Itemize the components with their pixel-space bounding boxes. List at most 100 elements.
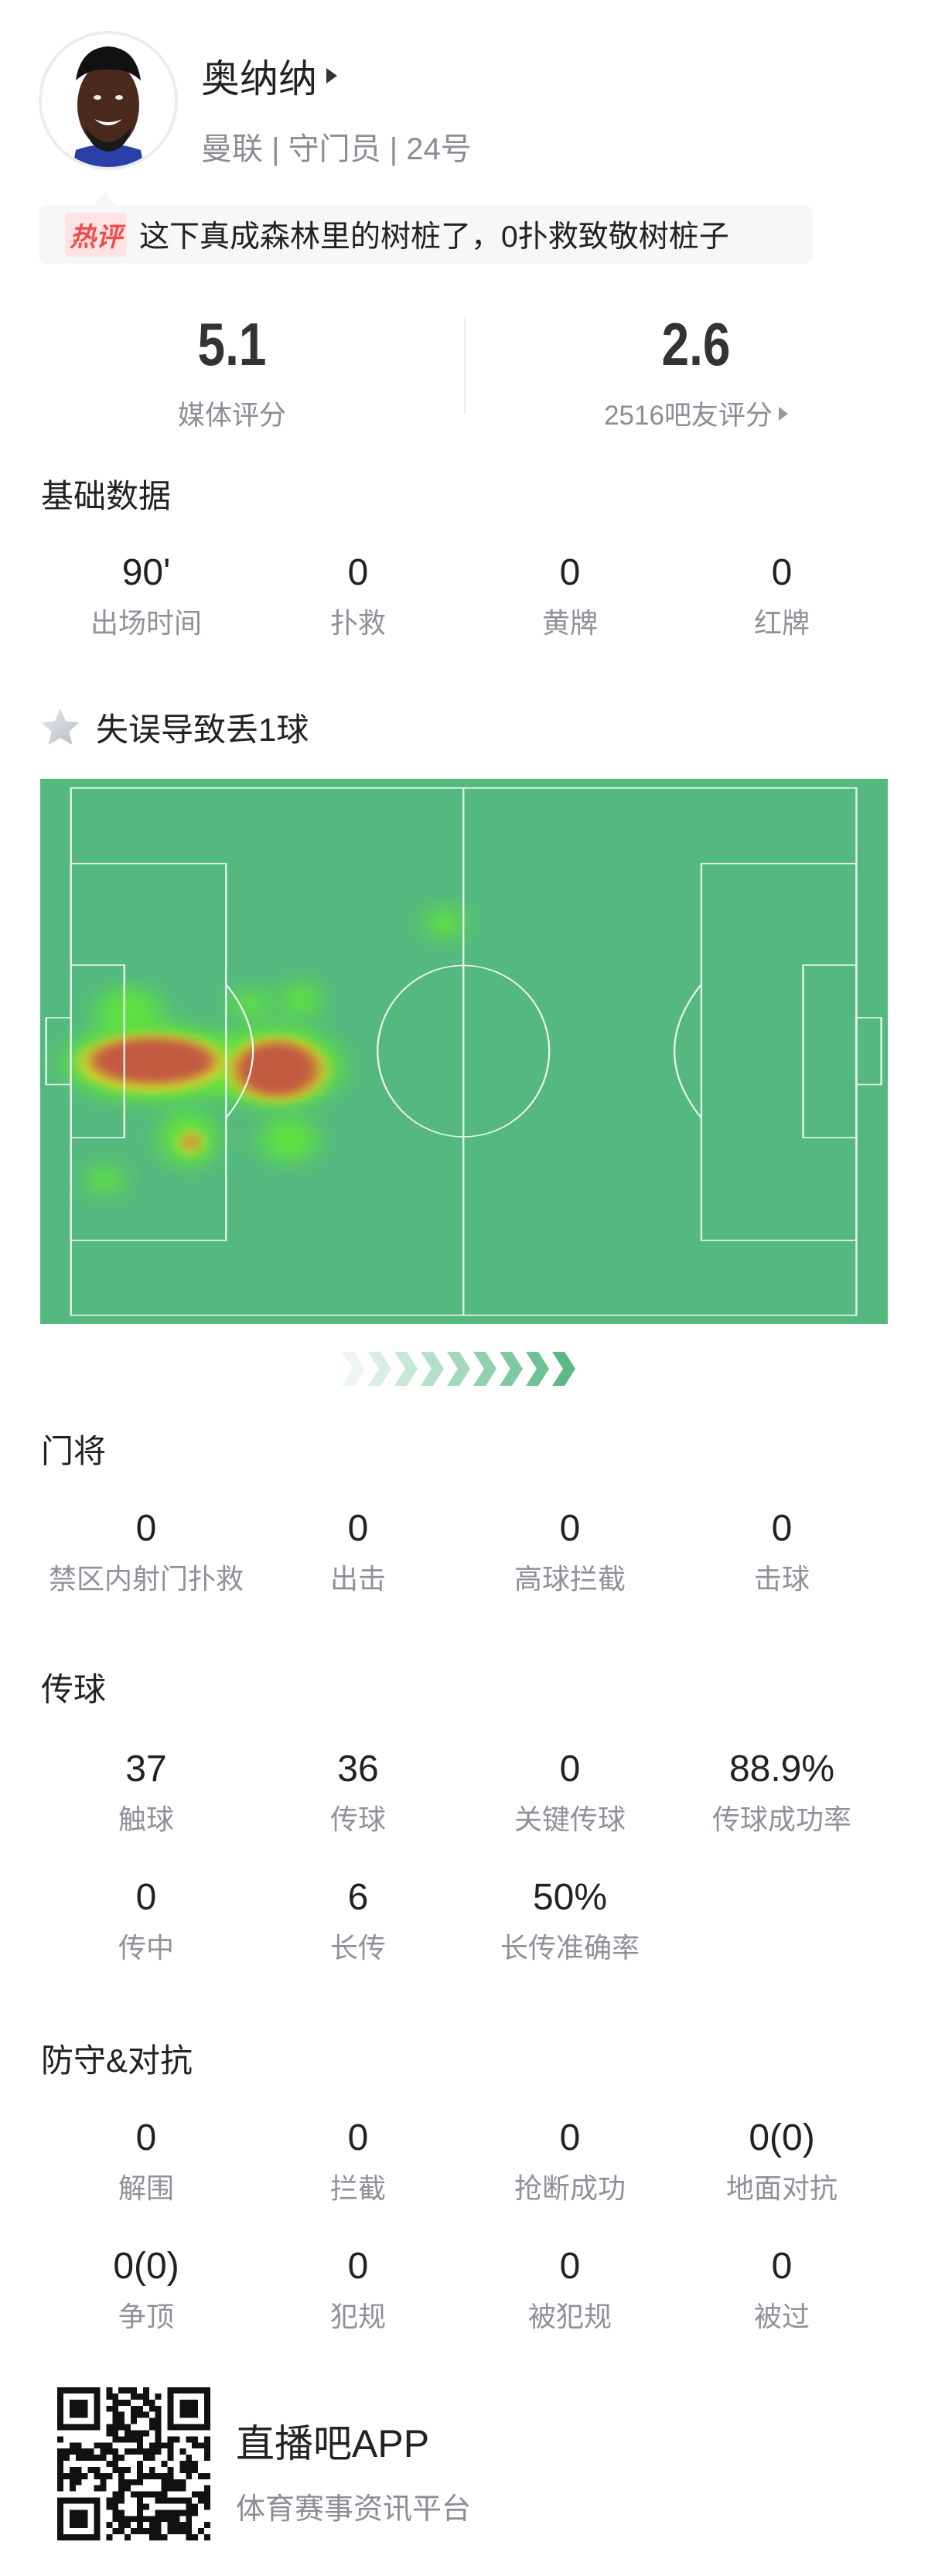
stat-item: 0 黄牌	[464, 551, 676, 641]
stat-item: 0(0) 地面对抗	[676, 2117, 888, 2206]
chevron-right-icon	[421, 1352, 444, 1386]
center-circle	[377, 964, 551, 1138]
penalty-arc-right	[673, 984, 702, 1119]
stat-value: 0	[771, 552, 793, 593]
section-title-basic: 基础数据	[41, 478, 172, 514]
stat-item: 0 红牌	[676, 551, 888, 641]
fan-rating[interactable]: 2.6 2516吧友评分	[464, 309, 928, 433]
stat-item: 6 长传	[252, 1876, 464, 1966]
stat-value: 0	[135, 2117, 157, 2158]
section-title-defense: 防守&对抗	[41, 2042, 193, 2079]
media-rating-label: 媒体评分	[177, 401, 286, 431]
stat-label: 地面对抗	[725, 2172, 838, 2204]
heat-blob	[260, 1117, 318, 1164]
player-photo	[42, 34, 175, 167]
player-name-link[interactable]: 奥纳纳	[201, 48, 337, 104]
stat-item: 0 高球拦截	[464, 1507, 676, 1597]
player-name: 奥纳纳	[201, 57, 317, 101]
stat-value: 0	[347, 2117, 369, 2158]
player-team: 曼联	[201, 132, 263, 166]
stat-item: 0 扑救	[252, 551, 464, 641]
stat-item: 0 出击	[252, 1507, 464, 1597]
stat-value: 6	[347, 1877, 369, 1918]
heat-blob	[90, 1037, 215, 1084]
stat-item: 0 拦截	[252, 2117, 464, 2206]
heat-blob	[88, 1164, 122, 1196]
separator: |	[263, 132, 288, 166]
stat-value: 0(0)	[749, 2117, 815, 2158]
stat-label: 犯规	[329, 2301, 386, 2332]
chevron-right-icon	[526, 1352, 549, 1386]
heat-blob	[235, 1042, 319, 1097]
chevron-right-icon	[473, 1352, 496, 1386]
stat-label: 高球拦截	[513, 1563, 626, 1595]
chevron-right-icon	[500, 1352, 523, 1386]
heat-blob	[281, 981, 320, 1019]
stat-value: 0	[347, 2246, 369, 2287]
stat-label: 解围	[118, 2172, 174, 2204]
stat-value: 0	[771, 2246, 793, 2287]
fan-rating-value: 2.6	[661, 310, 731, 378]
stat-item: 0(0) 争顶	[40, 2245, 252, 2335]
hot-comment[interactable]: 热评 这下真成森林里的树桩了，0扑救致敬树桩子	[39, 191, 813, 264]
stat-item: 0 击球	[676, 1507, 888, 1597]
stat-item: 90' 出场时间	[40, 551, 252, 641]
goal-right	[855, 1017, 882, 1086]
stat-item: 0 被犯规	[464, 2245, 676, 2335]
stat-label: 传中	[118, 1932, 174, 1964]
section-title-passing: 传球	[41, 1671, 107, 1708]
attack-direction-arrows	[342, 1352, 575, 1386]
stat-label: 长传	[329, 1932, 386, 1964]
stat-item: 36 传球	[252, 1748, 464, 1837]
caret-right-icon	[778, 406, 788, 421]
hot-comment-text: 这下真成森林里的树桩了，0扑救致敬树桩子	[139, 220, 729, 254]
chevron-right-icon	[552, 1352, 575, 1386]
stat-label: 被犯规	[527, 2301, 612, 2332]
qr-code	[57, 2387, 210, 2540]
stat-value: 0	[135, 1508, 157, 1549]
stat-value: 36	[337, 1749, 379, 1790]
stat-value: 0	[559, 552, 581, 593]
stat-label: 传球	[329, 1803, 386, 1835]
fan-rating-label: 2516吧友评分	[604, 401, 773, 431]
mistake-highlight: 失误导致丢1球	[39, 704, 309, 751]
heatmap-pitch	[40, 779, 888, 1324]
stat-item: 0 传中	[40, 1876, 252, 1966]
stat-value: 0	[135, 1877, 157, 1918]
stat-label: 长传准确率	[500, 1932, 640, 1964]
player-meta: 曼联 | 守门员 | 24号	[201, 124, 472, 169]
player-position: 守门员	[288, 132, 381, 166]
stat-value: 37	[125, 1749, 167, 1790]
goal-left	[45, 1017, 72, 1086]
section-title-goalkeeping: 门将	[41, 1433, 107, 1469]
media-rating: 5.1 媒体评分	[0, 309, 464, 433]
rating-divider	[464, 317, 466, 414]
caret-right-icon	[326, 68, 337, 84]
stat-item: 0 关键传球	[464, 1748, 676, 1837]
heat-blob	[185, 1135, 197, 1149]
chevron-right-icon	[447, 1352, 470, 1386]
stat-label: 黄牌	[541, 607, 598, 639]
stat-value: 0(0)	[113, 2246, 179, 2287]
stat-item: 0 抢断成功	[464, 2117, 676, 2206]
player-avatar[interactable]	[39, 31, 178, 170]
penalty-arc-left	[225, 984, 254, 1119]
stat-label: 传球成功率	[711, 1803, 851, 1835]
star-icon	[41, 708, 80, 745]
stat-value: 88.9%	[728, 1749, 835, 1790]
stat-label: 触球	[118, 1803, 174, 1835]
stat-value: 0	[559, 1749, 581, 1790]
heat-blob	[232, 988, 268, 1022]
stat-label: 出击	[329, 1563, 386, 1595]
stat-value: 0	[771, 1508, 793, 1549]
stat-value: 0	[559, 1508, 581, 1549]
app-name: 直播吧APP	[236, 2422, 430, 2465]
player-number: 24号	[406, 132, 472, 166]
chevron-right-icon	[394, 1352, 418, 1386]
stat-label: 拦截	[329, 2172, 386, 2204]
stat-item: 0 被过	[676, 2245, 888, 2335]
stat-item: 0 解围	[40, 2117, 252, 2206]
stat-label: 争顶	[118, 2301, 174, 2332]
stat-label: 禁区内射门扑救	[48, 1563, 244, 1595]
separator: |	[380, 132, 407, 166]
